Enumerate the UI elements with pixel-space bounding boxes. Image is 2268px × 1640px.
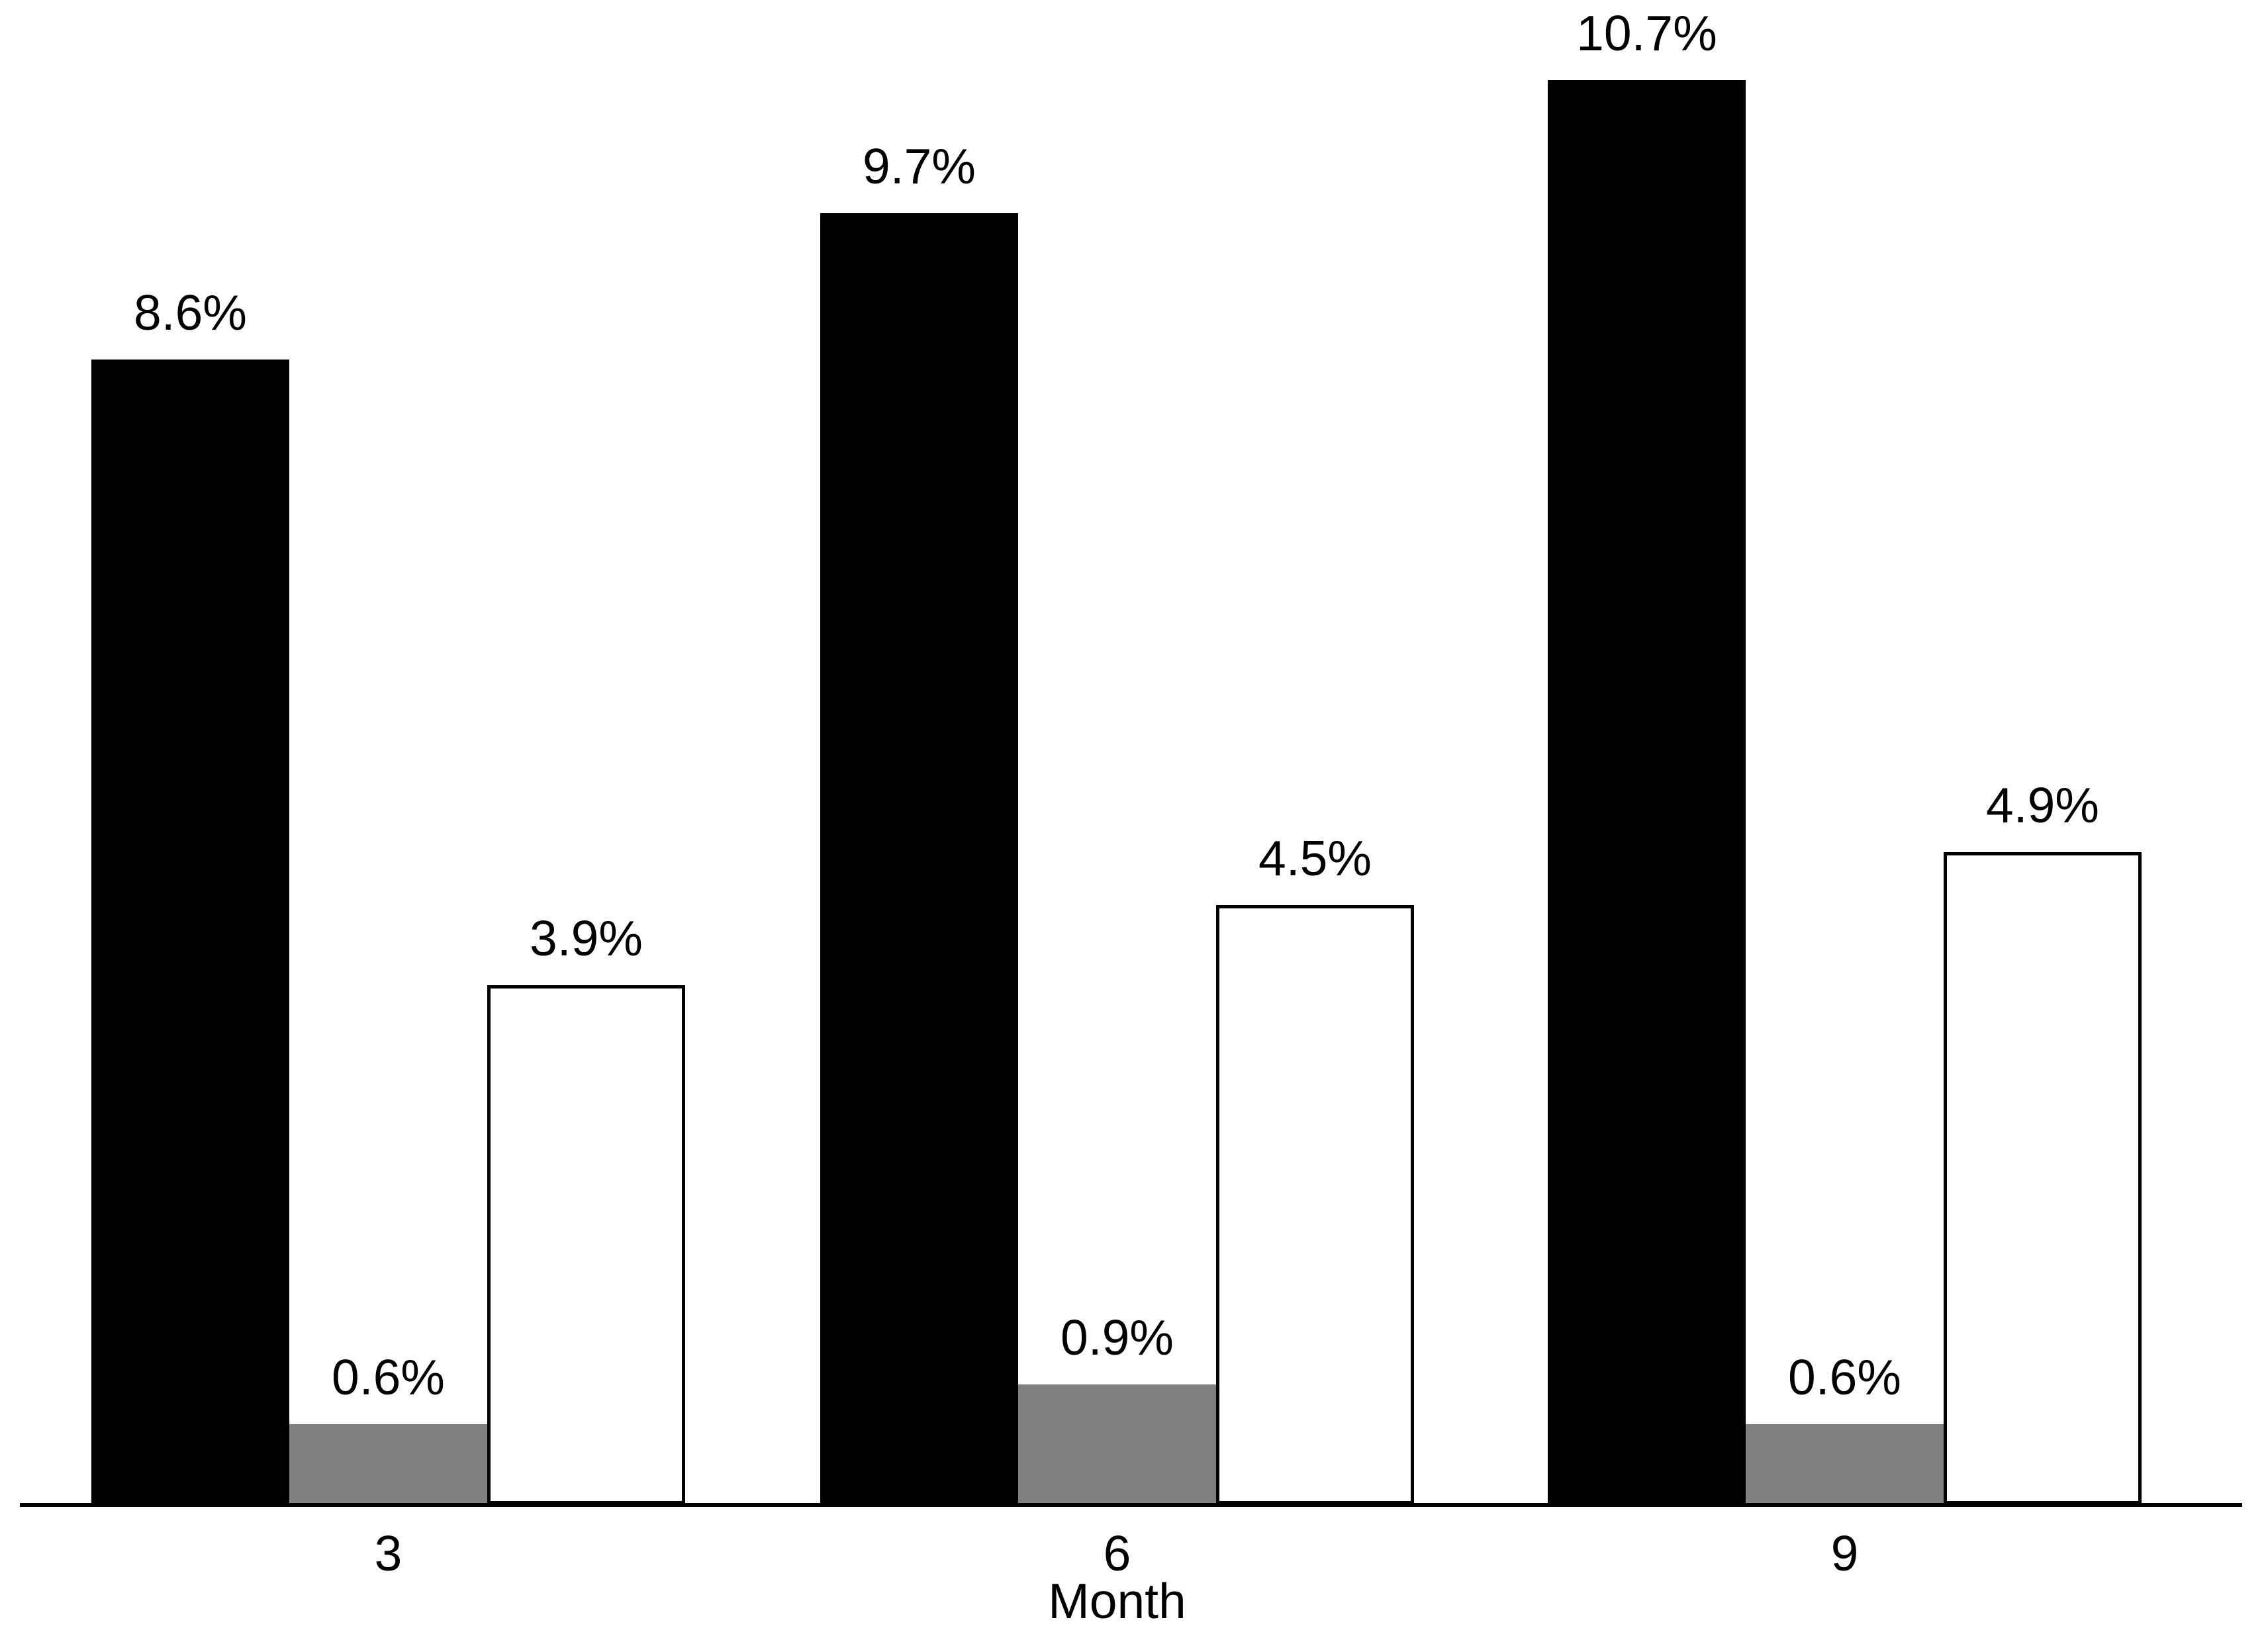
bar-value-label-month6-black: 9.7% — [863, 138, 976, 194]
bar-month3-gray — [289, 1424, 487, 1504]
x-axis-title: Month — [1048, 1573, 1186, 1629]
bar-value-label-month3-black: 8.6% — [134, 285, 247, 340]
x-tick-label-9: 9 — [1830, 1525, 1859, 1581]
bar-value-label-month9-gray: 0.6% — [1788, 1349, 1901, 1405]
bar-value-label-month9-black: 10.7% — [1576, 5, 1717, 61]
bar-month9-white — [1944, 852, 2142, 1504]
bar-value-label-month6-gray: 0.9% — [1061, 1310, 1174, 1365]
bar-month6-black — [820, 213, 1018, 1504]
bar-month9-black — [1548, 80, 1746, 1504]
x-tick-label-6: 6 — [1103, 1525, 1131, 1581]
bar-month6-white — [1216, 905, 1414, 1504]
bar-month3-white — [487, 985, 685, 1504]
bar-value-label-month9-white: 4.9% — [1986, 777, 2099, 833]
bar-value-label-month3-white: 3.9% — [530, 910, 643, 966]
x-axis-line — [20, 1503, 2242, 1507]
bar-month9-gray — [1746, 1424, 1944, 1504]
bar-month6-gray — [1018, 1384, 1216, 1504]
bar-month3-black — [91, 360, 289, 1504]
x-tick-label-3: 3 — [374, 1525, 402, 1581]
bar-value-label-month3-gray: 0.6% — [332, 1349, 445, 1405]
bar-value-label-month6-white: 4.5% — [1258, 830, 1372, 886]
